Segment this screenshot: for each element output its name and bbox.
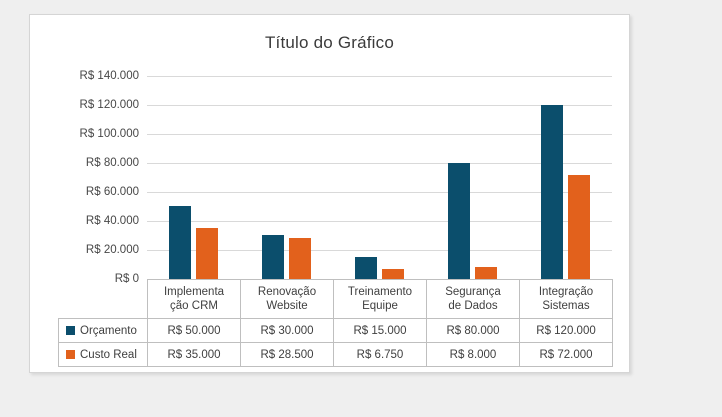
table-value-cell: R$ 80.000 [426,318,520,343]
bar-orçamento-2[interactable] [355,257,377,279]
y-axis-tick-label: R$ 80.000 [85,157,139,169]
gridline [147,134,612,135]
chart-data-table[interactable]: Implementa ção CRM Renovação Website Trein… [58,279,613,367]
category-label-2: Treinamento Equipe [333,279,427,319]
category-label-4: Integração Sistemas [519,279,613,319]
bar-orçamento-3[interactable] [448,163,470,279]
y-axis-tick-label: R$ 0 [114,273,139,285]
bar-custo-real-3[interactable] [475,267,497,279]
category-label-0: Implementa ção CRM [147,279,241,319]
table-value-cell: R$ 50.000 [147,318,241,343]
y-axis-tick-label: R$ 20.000 [85,244,139,256]
bar-orçamento-4[interactable] [541,105,563,279]
y-axis-tick-label: R$ 60.000 [85,186,139,198]
category-label-1: Renovação Website [240,279,334,319]
legend-item: Orçamento [58,318,148,343]
table-value-cell: R$ 30.000 [240,318,334,343]
table-value-cell: R$ 35.000 [147,342,241,367]
bar-custo-real-0[interactable] [196,228,218,279]
bar-custo-real-2[interactable] [382,269,404,279]
table-row: Orçamento R$ 50.000 R$ 30.000 R$ 15.000 R$ 8… [58,318,613,343]
bar-custo-real-4[interactable] [568,175,590,279]
category-label-3: Segurança de Dados [426,279,520,319]
gridline [147,250,612,251]
table-value-cell: R$ 28.500 [240,342,334,367]
y-axis-tick-label: R$ 100.000 [79,128,139,140]
table-value-cell: R$ 15.000 [333,318,427,343]
category-header-row: Implementa ção CRM Renovação Website Trein… [59,279,613,319]
table-value-cell: R$ 72.000 [519,342,613,367]
bar-custo-real-1[interactable] [289,238,311,279]
gridline [147,221,612,222]
legend-item: Custo Real [58,342,148,367]
legend-swatch-icon [66,325,75,335]
legend-swatch-icon [66,349,75,359]
chart-title[interactable]: Título do Gráfico [264,33,395,52]
chart-container[interactable]: Título do Gráfico R$ 140.000 R$ 120.000 R$… [29,14,630,373]
gridline [147,76,612,77]
table-row: Custo Real R$ 35.000 R$ 28.500 R$ 6.750 R$ 8… [58,342,613,367]
y-axis-tick-label: R$ 40.000 [85,215,139,227]
gridline [147,105,612,106]
legend-label: Orçamento [80,324,137,337]
gridline [147,163,612,164]
bar-orçamento-1[interactable] [262,235,284,279]
y-axis-tick-label: R$ 140.000 [79,70,139,82]
y-axis[interactable]: R$ 140.000 R$ 120.000 R$ 100.000 R$ 80.000 R… [30,70,139,285]
legend-label: Custo Real [80,348,137,361]
bar-orçamento-0[interactable] [169,206,191,279]
y-axis-tick-label: R$ 120.000 [79,99,139,111]
table-corner-cell [59,280,148,319]
gridline [147,192,612,193]
table-value-cell: R$ 120.000 [519,318,613,343]
table-value-cell: R$ 6.750 [333,342,427,367]
plot-area[interactable] [147,76,612,279]
table-value-cell: R$ 8.000 [426,342,520,367]
